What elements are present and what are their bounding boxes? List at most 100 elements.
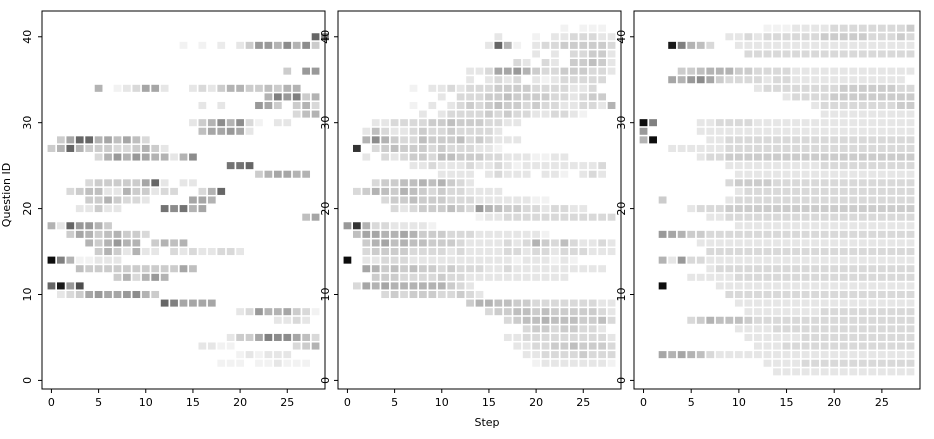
heatmap-cell <box>811 230 820 238</box>
heatmap-cell <box>696 67 705 75</box>
heatmap-cell <box>598 239 607 247</box>
heatmap-cell <box>541 170 550 178</box>
heatmap-cell <box>292 41 301 49</box>
heatmap-cell <box>503 162 512 170</box>
heatmap-cell <box>569 59 578 67</box>
heatmap-cell <box>428 205 437 213</box>
heatmap-cell <box>475 67 484 75</box>
heatmap-cell <box>503 196 512 204</box>
heatmap-cell <box>763 162 772 170</box>
heatmap-cell <box>198 299 207 307</box>
heatmap-cell <box>245 162 254 170</box>
heatmap-cell <box>513 76 522 84</box>
heatmap-cell <box>283 84 292 92</box>
heatmap-cell <box>801 342 810 350</box>
heatmap-cell <box>541 101 550 110</box>
heatmap-cell <box>811 265 820 273</box>
heatmap-cell <box>236 127 244 135</box>
heatmap-cell <box>782 144 791 152</box>
heatmap-cell <box>160 273 169 281</box>
heatmap-cell <box>887 196 896 204</box>
heatmap-cell <box>311 110 320 118</box>
heatmap-cell <box>877 256 886 264</box>
heatmap-cell <box>494 265 503 273</box>
heatmap-cell <box>85 179 94 187</box>
heatmap-cell <box>381 282 390 290</box>
heatmap-cell <box>428 119 437 127</box>
heatmap-cell <box>715 256 724 264</box>
heatmap-cell <box>179 299 188 307</box>
heatmap-cell <box>466 273 474 281</box>
heatmap-cell <box>160 187 169 195</box>
heatmap-cell <box>706 136 715 144</box>
heatmap-cell <box>207 248 216 256</box>
heatmap-cell <box>560 101 569 110</box>
heatmap-cell <box>877 222 886 230</box>
heatmap-cell <box>532 359 540 367</box>
heatmap-cell <box>897 342 905 350</box>
heatmap-cell <box>588 333 597 341</box>
heatmap-cell <box>47 222 56 230</box>
heatmap-cell <box>801 351 810 359</box>
heatmap-cell <box>503 333 512 341</box>
heatmap-cell <box>437 136 446 144</box>
heatmap-cell <box>897 110 905 118</box>
heatmap-cell <box>475 153 484 161</box>
heatmap-cell <box>754 273 762 281</box>
heatmap-cell <box>579 110 588 118</box>
heatmap-cell <box>104 290 112 299</box>
heatmap-cell <box>849 33 858 41</box>
heatmap-cell <box>189 205 197 213</box>
heatmap-cell <box>104 136 112 144</box>
heatmap-cell <box>494 93 503 101</box>
heatmap-cell <box>513 119 522 127</box>
heatmap-cell <box>475 127 484 135</box>
heatmap-cell <box>522 299 531 307</box>
heatmap-cell <box>503 136 512 144</box>
heatmap-cell <box>897 144 905 152</box>
heatmap-cell <box>475 273 484 281</box>
heatmap-cell <box>532 67 540 75</box>
heatmap-cell <box>820 299 829 307</box>
heatmap-cell <box>830 136 839 144</box>
heatmap-cell <box>877 33 886 41</box>
heatmap-cell <box>801 76 810 84</box>
heatmap-cell <box>849 290 858 299</box>
heatmap-cell <box>160 239 169 247</box>
heatmap-cell <box>123 265 131 273</box>
heatmap-cell <box>123 248 131 256</box>
heatmap-cell <box>820 93 829 101</box>
heatmap-cell <box>725 67 734 75</box>
x-tick-label: 15 <box>482 396 496 409</box>
heatmap-cell <box>906 110 915 118</box>
heatmap-cell <box>801 325 810 333</box>
heatmap-cell <box>353 222 361 230</box>
heatmap-cell <box>104 196 112 204</box>
heatmap-cell <box>598 299 607 307</box>
heatmap-cell <box>400 136 408 144</box>
heatmap-cell <box>292 359 301 367</box>
heatmap-cell <box>160 179 169 187</box>
heatmap-cell <box>390 144 399 152</box>
heatmap-cell <box>569 342 578 350</box>
heatmap-cell <box>419 110 427 118</box>
heatmap-cell <box>897 170 905 178</box>
heatmap-cell <box>198 119 207 127</box>
heatmap-cell <box>198 187 207 195</box>
x-tick-label: 0 <box>640 396 647 409</box>
heatmap-cell <box>419 136 427 144</box>
heatmap-cell <box>877 342 886 350</box>
heatmap-cell <box>551 101 559 110</box>
heatmap-cell <box>283 119 292 127</box>
heatmap-cell <box>849 359 858 367</box>
heatmap-cell <box>390 179 399 187</box>
heatmap-cell <box>801 316 810 324</box>
heatmap-cell <box>409 179 418 187</box>
heatmap-cell <box>598 76 607 84</box>
heatmap-cell <box>522 162 531 170</box>
heatmap-cell <box>513 316 522 324</box>
heatmap-cell <box>906 299 915 307</box>
heatmap-cell <box>362 136 371 144</box>
heatmap-cell <box>485 230 493 238</box>
heatmap-cell <box>725 144 734 152</box>
